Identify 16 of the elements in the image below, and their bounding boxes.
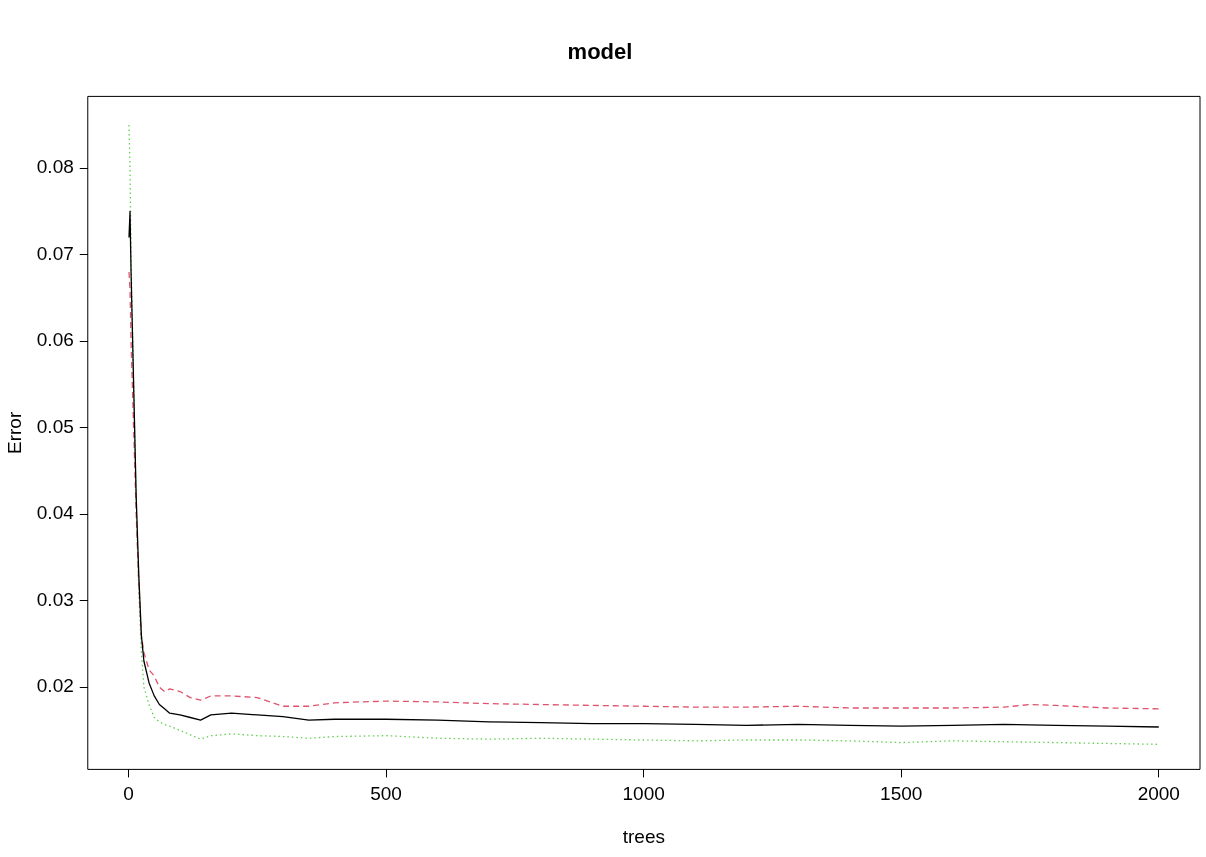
line-series <box>128 271 1160 710</box>
x-tick-label: 0 <box>123 783 134 805</box>
x-tick-label: 1500 <box>880 783 923 805</box>
x-tick-label: 1000 <box>622 783 665 805</box>
y-tick-label: 0.03 <box>36 588 74 610</box>
y-tick-label: 0.08 <box>36 156 74 178</box>
x-tick-label: 500 <box>370 783 402 805</box>
y-tick-label: 0.05 <box>36 415 74 437</box>
y-tick-label: 0.04 <box>36 502 75 524</box>
y-tick-label: 0.06 <box>36 329 74 351</box>
y-axis-title: Error <box>3 411 25 455</box>
x-axis-title: trees <box>622 825 666 847</box>
x-tick-label: 2000 <box>1137 783 1180 805</box>
chart-title: model <box>567 39 633 65</box>
y-tick-label: 0.07 <box>36 242 74 264</box>
y-tick-label: 0.02 <box>36 675 74 697</box>
